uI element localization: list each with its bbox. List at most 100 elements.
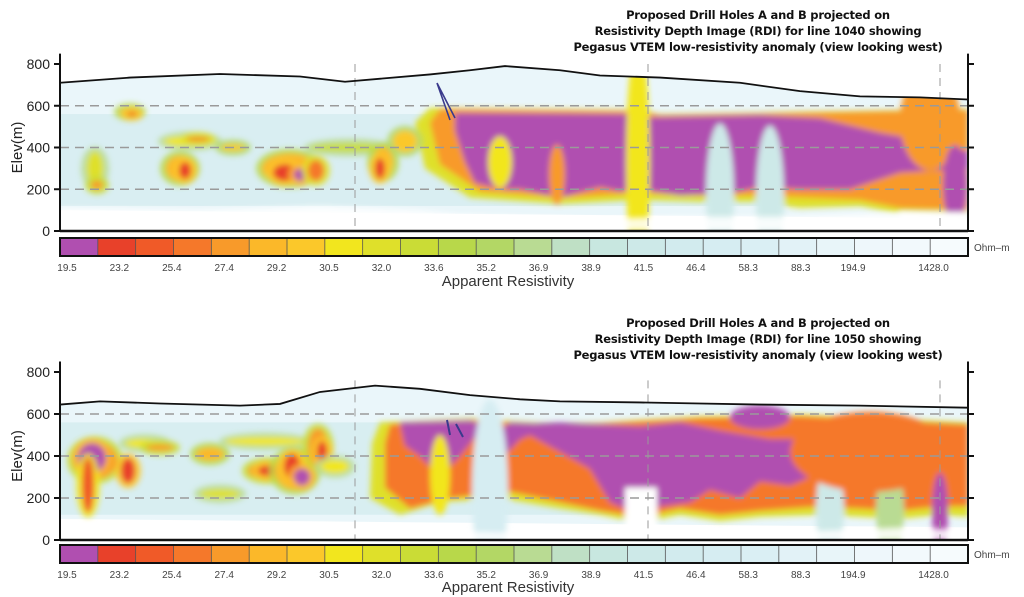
colorbar-unit: Ohm–m [974,243,1010,254]
colorbar-segment [703,238,742,256]
no-data-bottom [60,205,968,231]
colorbar-segment [324,238,364,256]
anomaly-blob [321,460,349,473]
colorbar-tick-label: 194.9 [841,570,866,581]
drill-hole-markers [446,419,464,438]
colorbar-segment [892,545,931,563]
colorbar-segment [627,545,666,563]
colorbar-tick-label: 46.4 [686,263,706,274]
anomaly-blob [294,468,310,486]
anomaly-blob [91,180,103,190]
anomaly-hole [488,136,512,189]
colorbar-segment [778,545,818,563]
colorbar-tick-label: 46.4 [686,570,706,581]
no-data-bottom [60,521,968,540]
anomaly-blob [196,447,224,461]
colorbar-tick-label: 41.5 [634,263,654,274]
colorbar-segment [97,238,137,256]
colorbar-segment [589,238,628,256]
anomaly-blob [121,458,135,484]
colorbar-segment [551,238,591,256]
colorbar-tick-label: 88.3 [791,570,811,581]
colorbar-tick-label: 41.5 [634,570,654,581]
colorbar-tick-label: 30.5 [319,263,339,274]
colorbar-segment [287,545,326,563]
colorbar-tick-label: 30.5 [319,570,339,581]
colorbar-segment [173,238,212,256]
panel-1-title: Proposed Drill Holes A and B projected o… [548,7,968,55]
colorbar-segment [816,545,855,563]
colorbar-tick-label: 23.2 [110,570,130,581]
colorbar-segment [514,238,553,256]
anomaly-blob [393,130,417,152]
anomaly-blob [127,112,137,116]
anomaly-blob [186,137,210,142]
colorbar-tick-label: 23.2 [110,263,130,274]
anomaly-hole [549,144,565,205]
colorbar-segment [60,545,99,563]
colorbar-segment [60,238,99,256]
y-tick-label: 600 [27,98,51,114]
colorbar-tick-label: 58.3 [739,263,759,274]
colorbar-segment [741,238,780,256]
panel-2-title: Proposed Drill Holes A and B projected o… [548,315,968,363]
colorbar-tick-label: 32.0 [372,570,392,581]
colorbar-tick-label: 38.9 [581,570,601,581]
colorbar-segment [627,238,666,256]
y-tick-label: 800 [27,56,51,72]
colorbar-tick-label: 25.4 [162,570,182,581]
colorbar-segment [362,545,401,563]
colorbar-segment [665,238,704,256]
colorbar-tick-label: 32.0 [372,263,392,274]
colorbar-segment [476,545,515,563]
colorbar-tick-label: 33.6 [424,570,444,581]
colorbar-frame [59,237,969,257]
colorbar-segment [211,238,250,256]
colorbar-segment [287,238,326,256]
panel-2-title-line-3: Pegasus VTEM low-resistivity anomaly (vi… [573,348,943,362]
topography-line [59,65,969,101]
y-tick-label: 400 [27,140,51,156]
colorbar-segment [514,545,553,563]
panel-1-title-line-3: Pegasus VTEM low-resistivity anomaly (vi… [573,40,943,54]
colorbar-tick-label: 88.3 [791,263,811,274]
colorbar-segment [211,545,250,563]
colorbar-segment [173,545,212,563]
colorbar-segment [135,545,174,563]
colorbar-segment [438,238,477,256]
colorbar-tick-label: 33.6 [424,263,444,274]
colorbar-tick-label: 194.9 [841,263,866,274]
colorbar-segment [854,238,893,256]
panel-2-title-line-1: Proposed Drill Holes A and B projected o… [626,316,890,330]
colorbar-tick-label: 19.5 [57,263,77,274]
y-tick-label: 200 [27,181,51,197]
resistivity-image [60,385,968,541]
anomaly-blob [308,160,324,181]
colorbar-tick-label: 19.5 [57,570,77,581]
colorbar-tick-label: 29.2 [267,263,287,274]
colorbar-frame [59,544,969,564]
colorbar-segment [249,545,288,563]
colorbar-tick-label: 36.9 [529,570,549,581]
colorbar-segment [97,545,137,563]
colorbar-segment [400,545,439,563]
colorbar-tick-label: 25.4 [162,263,182,274]
y-tick-label: 0 [42,223,50,239]
anomaly-blob [375,157,385,179]
colorbar-segment [324,545,364,563]
colorbar-segment [438,545,477,563]
anomaly-blob [225,437,305,446]
colorbar-segment [249,238,288,256]
panel-2-chart: 0 200 400 600 800 Elev(m) 19.5 23.2 25.4 27.4 29.2… [9,361,1010,596]
colorbar-tick-label: 38.9 [581,263,601,274]
y-axis-label: Elev(m) [9,122,26,174]
y-tick-label: 400 [27,448,51,464]
colorbar-segment [741,545,780,563]
colorbar-segment [135,238,174,256]
anomaly-blob [146,444,174,451]
anomaly-orange-zone [790,411,950,492]
colorbar-segment [589,545,628,563]
topography-line [59,384,969,409]
colorbar-tick-label: 35.2 [477,570,497,581]
